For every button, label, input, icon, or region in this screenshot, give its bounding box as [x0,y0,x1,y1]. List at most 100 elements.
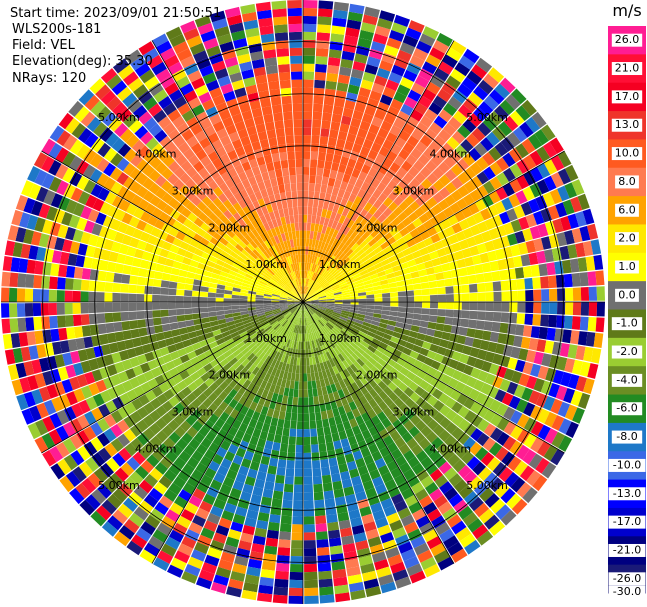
range-gate [308,307,314,315]
range-gate [111,352,122,364]
range-gate [349,309,358,314]
range-gate [283,419,291,429]
range-gate [373,199,383,209]
range-gate [285,274,291,282]
range-gate [292,95,303,104]
range-gate [272,275,280,282]
range-gate [46,206,58,221]
range-gate [303,341,306,350]
range-gate [398,541,413,554]
range-gate [492,353,503,365]
range-gate [313,199,319,208]
range-gate [345,276,354,283]
range-gate [304,317,307,326]
range-gate [120,283,129,293]
range-gate [184,290,193,297]
range-gate [209,169,221,180]
range-gate [159,295,169,302]
range-gate [255,339,264,347]
range-gate [156,149,170,162]
range-gate [157,550,174,564]
range-gate [235,243,244,252]
range-gate [101,344,112,356]
range-gate [189,356,200,366]
range-gate [199,500,213,513]
range-gate [406,259,417,268]
range-gate [453,110,468,125]
range-gate [316,289,324,294]
range-gate [151,143,165,156]
range-gate [295,460,303,469]
range-gate [295,302,303,305]
range-gate [544,249,554,263]
range-gate [387,277,397,284]
range-gate [473,107,488,122]
range-gate [355,282,365,288]
range-gate [326,441,335,451]
range-gate [524,277,534,290]
range-gate [544,221,556,236]
range-gate [471,254,482,265]
range-gate [420,314,430,322]
range-gate [536,339,547,353]
range-gate [415,515,431,529]
range-gate [239,188,249,199]
range-gate [456,393,469,406]
range-gate [291,271,296,280]
range-gate [463,364,474,376]
range-gate [481,230,492,243]
range-gate [304,532,316,541]
range-gate [138,446,152,460]
range-gate [267,357,275,366]
range-gate [248,418,258,429]
range-gate [383,245,393,254]
range-gate [533,302,542,314]
range-gate [419,275,429,283]
range-gate [572,359,583,375]
range-gate [432,179,445,192]
range-gate [351,524,365,535]
range-gate [118,447,132,462]
range-gate [387,486,401,498]
range-gate [356,237,365,246]
range-gate [491,214,503,228]
range-gate [314,312,322,318]
range-gate [522,265,533,278]
range-gate [19,377,31,393]
range-gate [66,391,78,406]
range-gate [179,172,191,184]
range-gate [305,238,310,247]
range-gate [296,325,300,334]
range-gate [469,310,478,320]
range-gate [52,341,62,355]
range-gate [401,328,411,336]
range-gate [228,270,238,277]
range-gate [318,267,325,276]
range-gate [269,266,277,274]
range-gate [289,292,297,298]
range-gate [96,356,107,369]
range-gate [363,221,372,231]
range-gate [72,314,82,327]
range-gate [552,218,564,234]
range-gate [411,444,423,456]
range-gate [376,566,392,578]
range-gate [116,86,133,102]
range-gate [439,404,451,417]
range-gate [283,257,289,266]
range-gate [233,392,243,402]
range-gate [369,324,379,331]
range-gate [313,364,318,373]
range-gate [380,283,390,290]
range-gate [390,561,406,574]
range-gate [408,381,419,392]
range-gate [217,279,227,286]
range-gate [331,348,338,357]
range-gate [297,413,303,422]
range-gate [308,290,315,297]
range-gate [292,198,298,208]
range-gate [72,302,81,315]
range-gate [259,224,267,234]
range-gate [228,131,240,143]
range-gate [299,333,302,342]
